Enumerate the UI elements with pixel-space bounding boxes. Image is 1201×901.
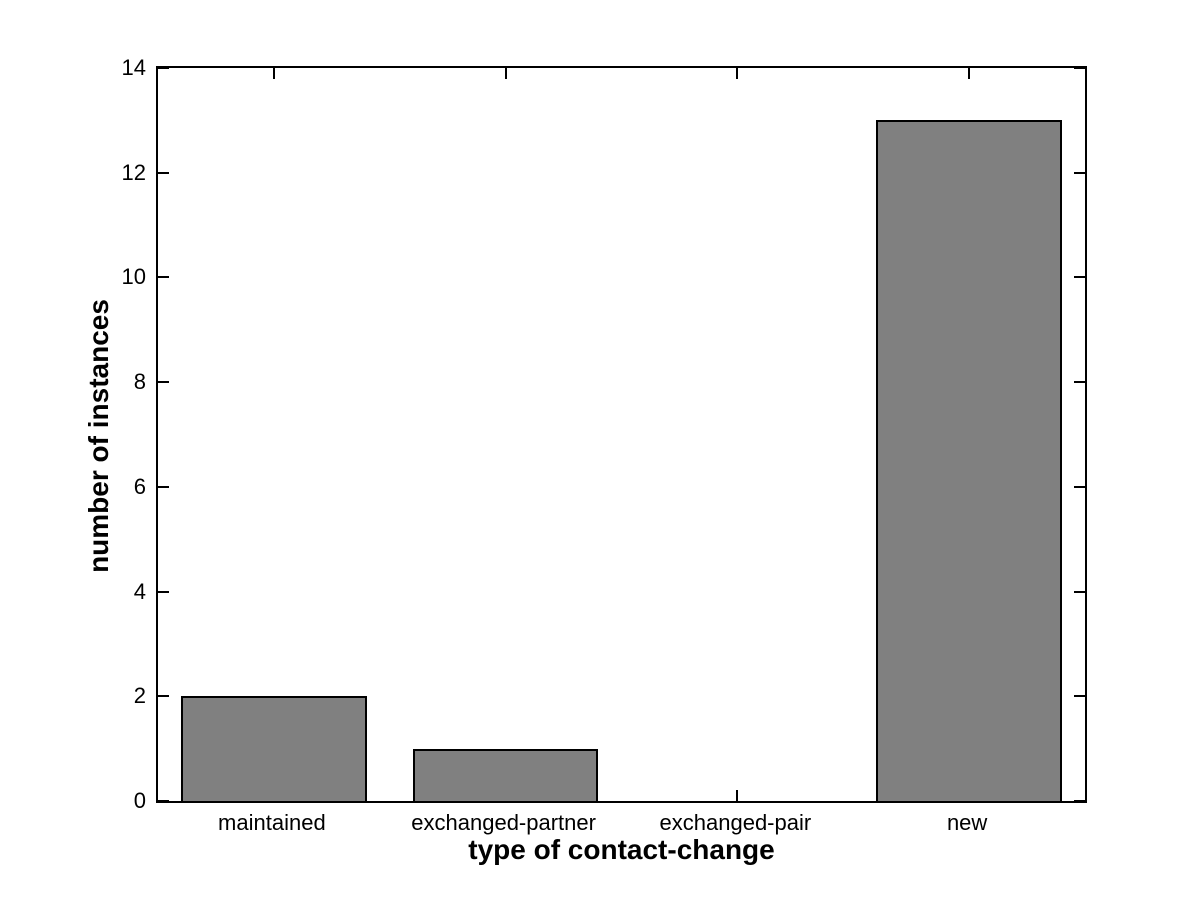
x-tick-bottom	[736, 790, 739, 801]
y-tick-left	[158, 800, 169, 802]
x-tick-top	[968, 68, 971, 79]
y-tick-label: 4	[133, 578, 146, 604]
y-tick-right	[1074, 67, 1085, 69]
x-tick-top	[272, 68, 275, 79]
y-tick-right	[1074, 381, 1085, 383]
y-tick-label: 0	[133, 788, 146, 813]
x-tick-label: new	[946, 810, 988, 835]
x-axis-label: type of contact-change	[468, 834, 775, 865]
y-tick-left	[158, 172, 169, 174]
bar-new	[876, 120, 1062, 801]
y-tick-left	[158, 591, 169, 593]
y-tick-left	[158, 67, 169, 69]
y-tick-left	[158, 381, 169, 383]
y-tick-left	[158, 486, 169, 488]
y-tick-label: 14	[121, 55, 146, 80]
bar-maintained	[181, 696, 367, 801]
y-tick-right	[1074, 486, 1085, 488]
y-axis-label: number of instances	[83, 299, 114, 573]
bar-exchanged-partner	[412, 748, 599, 801]
x-tick-label: exchanged-partner	[411, 810, 596, 835]
x-tick-label: exchanged-pair	[659, 810, 812, 835]
y-tick-left	[158, 695, 169, 697]
y-tick-right	[1074, 800, 1085, 802]
y-tick-right	[1074, 276, 1085, 278]
y-tick-right	[1074, 591, 1085, 593]
y-tick-label: 12	[121, 159, 146, 185]
y-tick-label: 6	[133, 473, 146, 499]
x-tick-top	[504, 68, 507, 79]
y-tick-label: 2	[133, 683, 146, 709]
y-tick-label: 10	[121, 264, 146, 290]
plot-area	[156, 66, 1087, 803]
y-tick-label: 8	[133, 369, 146, 395]
y-tick-right	[1074, 695, 1085, 697]
x-tick-label: maintained	[218, 810, 326, 835]
y-tick-right	[1074, 172, 1085, 174]
y-tick-left	[158, 276, 169, 278]
x-tick-top	[736, 68, 739, 79]
